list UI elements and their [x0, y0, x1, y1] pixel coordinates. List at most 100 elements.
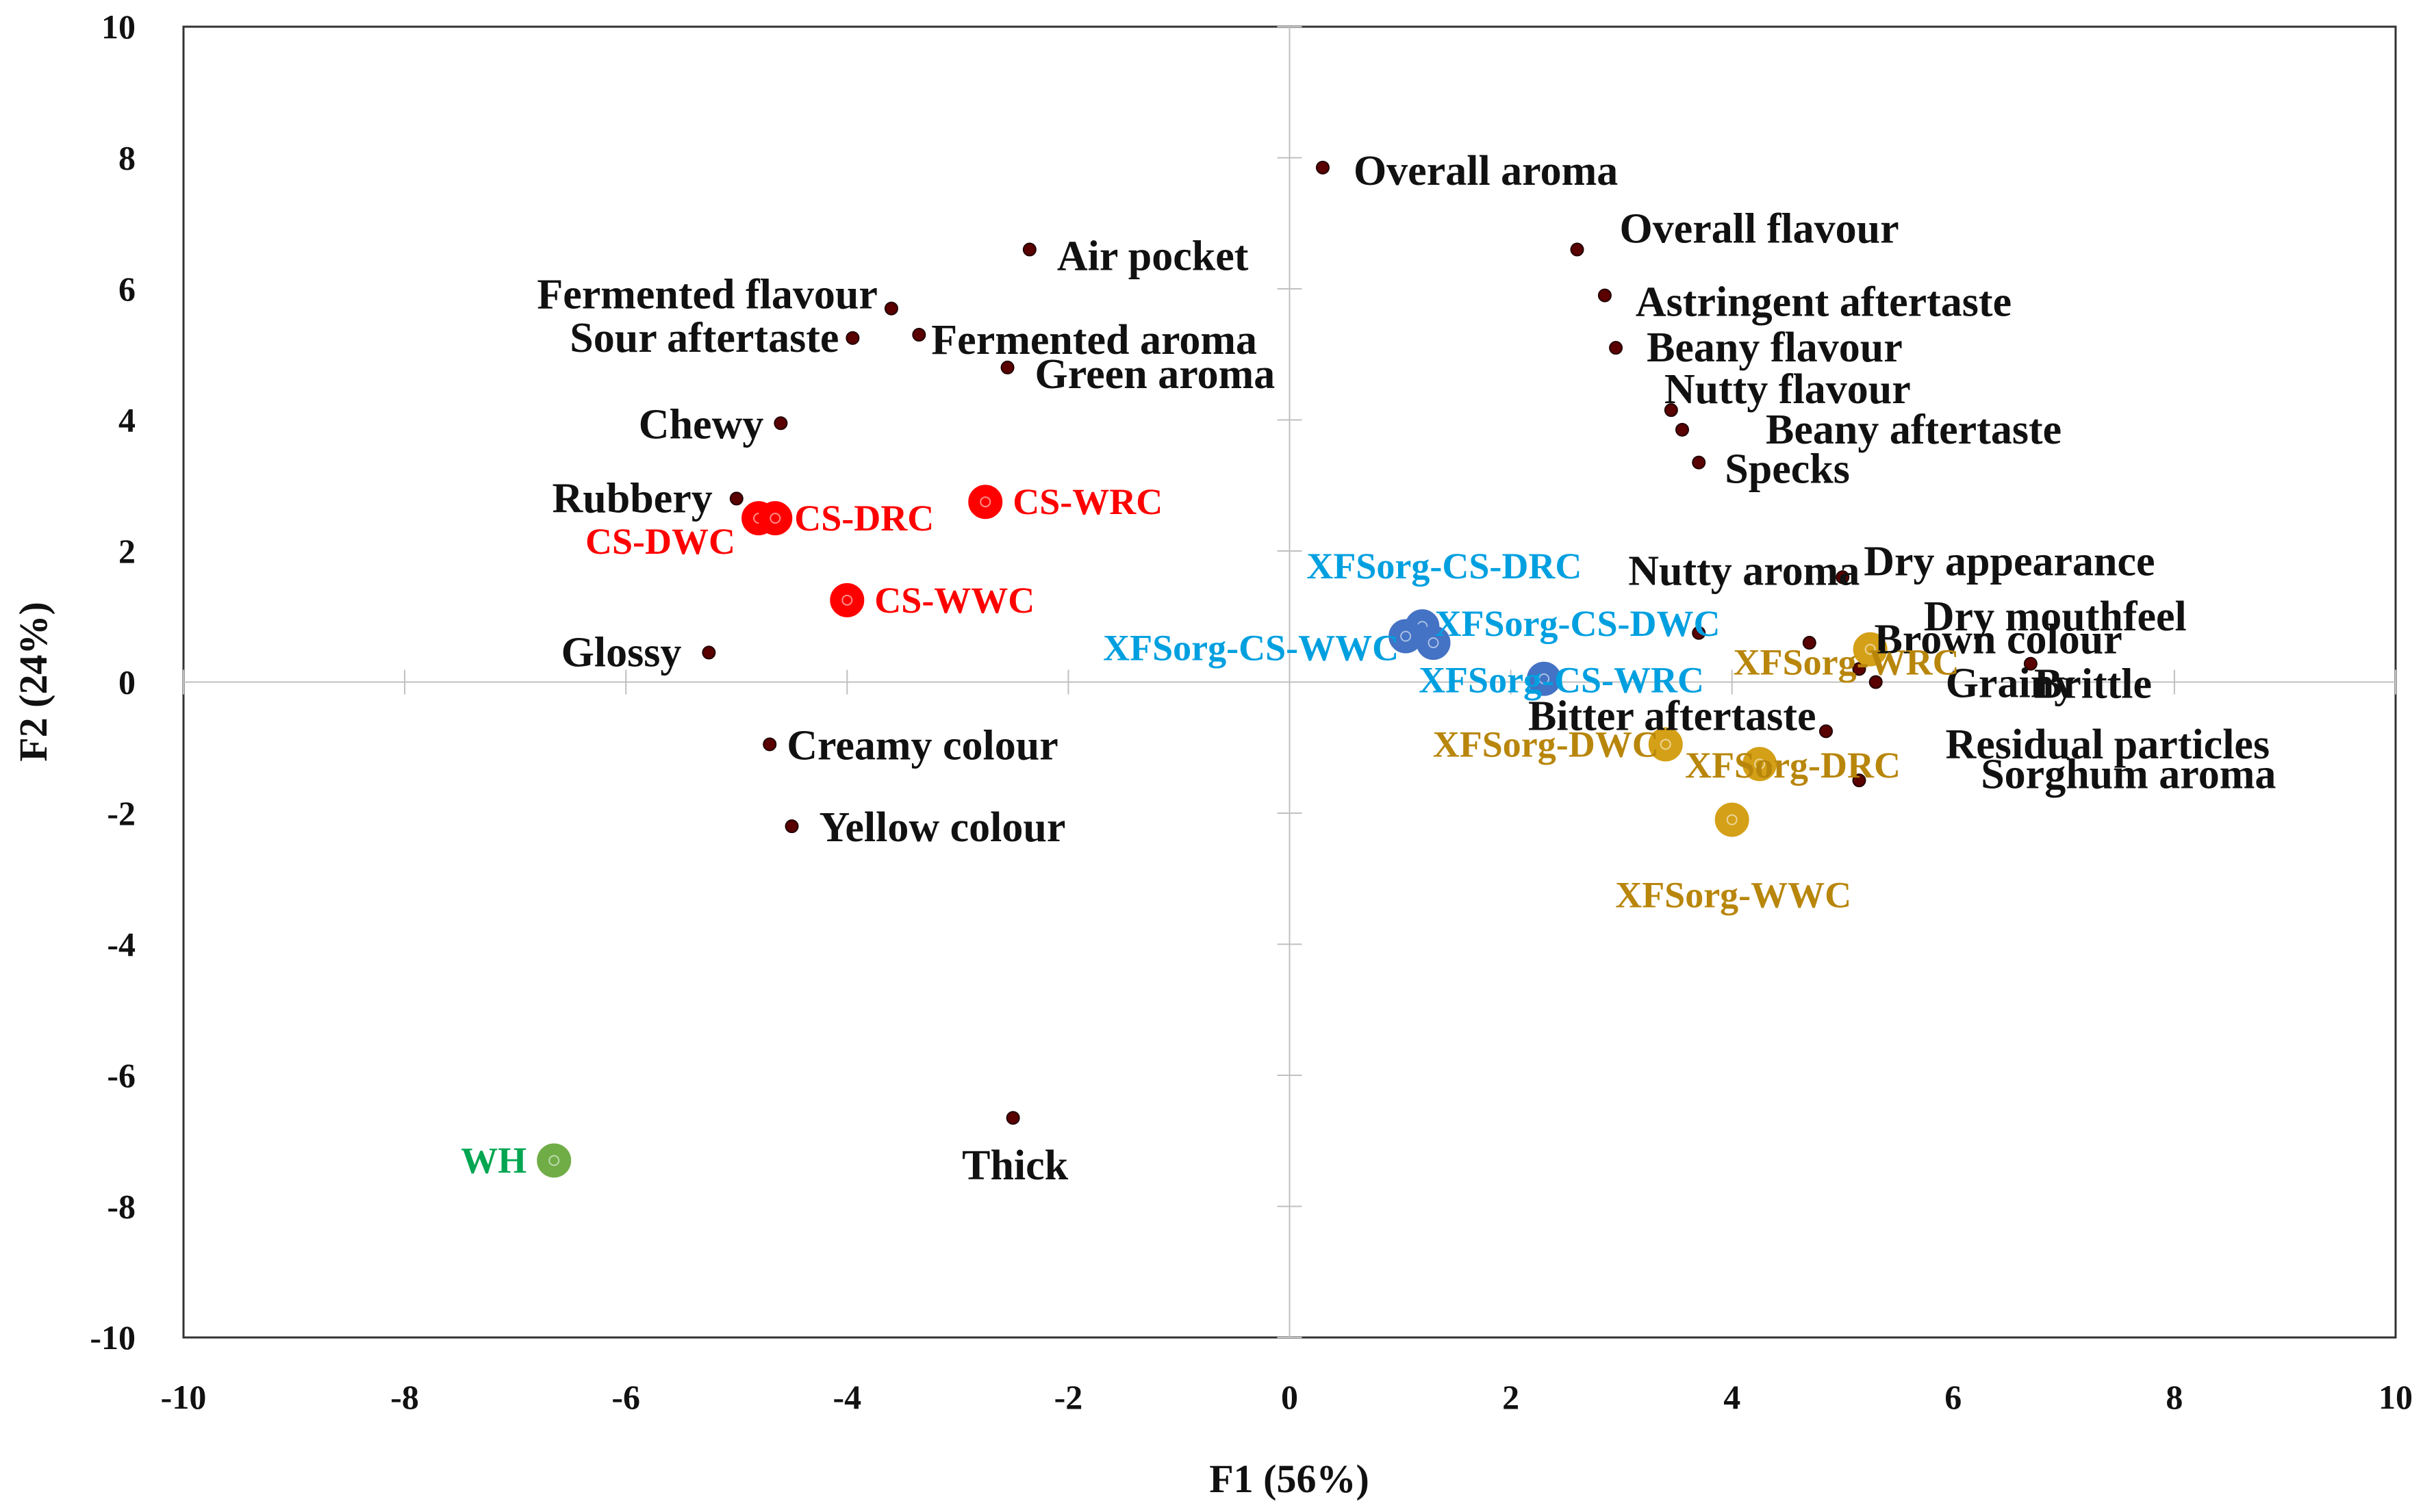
y-tick-label: 4 [118, 401, 136, 439]
point-cs-drc-center [770, 513, 781, 524]
label-cs-drc: CS-DRC [794, 498, 934, 539]
label-xfsorg-cs-wwc: XFSorg-CS-WWC [1103, 627, 1399, 668]
label-fermented-aroma: Fermented aroma [931, 317, 1257, 363]
point-overall-flavour [1570, 242, 1584, 257]
point-nutty-aroma [1692, 626, 1706, 640]
x-tick-label: 0 [1281, 1378, 1298, 1416]
point-dry-mouthfeel [1802, 636, 1816, 650]
point-xfsorg-dwc-center [1660, 739, 1671, 750]
point-yellow-colour [785, 819, 799, 834]
point-brown-colour [1852, 662, 1866, 676]
point-grainy [1868, 675, 1883, 689]
point-cs-wrc-center [980, 496, 991, 508]
label-cs-wwc: CS-WWC [874, 580, 1035, 621]
point-xfsorg-drc [1742, 747, 1777, 782]
label-brown-colour: Brown colour [1874, 616, 2122, 663]
point-xfsorg-drc-center [1754, 758, 1766, 770]
point-specks [1692, 455, 1706, 470]
x-axis-title: F1 (56%) [1209, 1457, 1369, 1501]
label-cs-wrc: CS-WRC [1013, 481, 1163, 522]
point-xfsorg-wwc-center [1726, 814, 1738, 825]
label-residual-particles: Residual particles [1945, 721, 2270, 768]
label-brittle: Brittle [2034, 661, 2152, 708]
point-wh-center [548, 1155, 560, 1166]
point-cs-wrc [968, 485, 1003, 520]
y-tick-label: -10 [90, 1318, 136, 1357]
x-tick-label: 8 [2166, 1378, 2183, 1416]
point-chewy [774, 416, 788, 431]
y-tick-label: 10 [101, 8, 136, 46]
y-tick-label: 0 [118, 663, 136, 702]
point-xfsorg-wrc-center [1864, 643, 1876, 655]
label-xfsorg-cs-wrc: XFSorg-CS-WRC [1419, 660, 1704, 701]
label-dry-appearance: Dry appearance [1864, 538, 2155, 585]
point-xfsorg-cs-wrc [1527, 661, 1562, 696]
point-bitter-aftertaste [1819, 724, 1834, 739]
label-rubbery: Rubbery [552, 475, 712, 522]
label-glossy: Glossy [561, 629, 682, 676]
point-cs-drc [758, 501, 793, 536]
label-green-aroma: Green aroma [1035, 351, 1276, 398]
label-cs-dwc: CS-DWC [585, 521, 735, 562]
point-xfsorg-cs-wwc-center [1400, 630, 1412, 642]
point-cs-wwc-center [841, 594, 853, 606]
label-xfsorg-wrc: XFSorg-WRC [1734, 642, 1959, 683]
point-nutty-flavour [1664, 403, 1678, 418]
point-cs-wwc [830, 582, 865, 617]
point-wh [537, 1143, 572, 1178]
label-specks: Specks [1725, 446, 1850, 493]
x-tick-label: -8 [390, 1378, 419, 1416]
x-tick-label: -10 [161, 1378, 207, 1416]
point-overall-aroma [1315, 160, 1330, 175]
point-rubbery [729, 491, 744, 506]
label-grainy: Grainy [1946, 661, 2075, 707]
axis-ticks: -10 -8 -6 -4 -2 0 2 4 6 8 10 -10 -8 -6 -4 -2 0 2 4 6 8 10 [90, 8, 2413, 1416]
label-beany-flavour: Beany flavour [1647, 324, 1903, 371]
x-tick-label: 6 [1944, 1378, 1962, 1416]
point-dry-appearance [1836, 570, 1850, 585]
point-xfsorg-wwc [1714, 802, 1749, 837]
x-tick-label: 4 [1723, 1378, 1740, 1416]
y-tick-label: 2 [118, 532, 136, 570]
y-tick-label: -6 [107, 1056, 136, 1094]
point-brittle [2023, 656, 2038, 671]
x-tick-label: -2 [1054, 1378, 1083, 1416]
label-dry-mouthfeel: Dry mouthfeel [1924, 593, 2187, 640]
point-beany-aftertaste [1675, 422, 1690, 437]
y-tick-label: 6 [118, 270, 136, 308]
label-overall-flavour: Overall flavour [1620, 206, 1899, 253]
label-xfsorg-cs-dwc: XFSorg-CS-DWC [1435, 603, 1721, 644]
y-tick-label: -2 [107, 794, 136, 832]
label-chewy: Chewy [639, 401, 764, 448]
y-tick-label: -8 [107, 1188, 136, 1226]
point-astringent-aftertaste [1597, 288, 1612, 303]
point-xfsorg-cs-dwc-center [1428, 637, 1439, 649]
label-sorghum-aroma: Sorghum aroma [1981, 752, 2276, 798]
label-nutty-aroma: Nutty aroma [1628, 548, 1860, 595]
y-tick-label: -4 [107, 925, 136, 964]
label-overall-aroma: Overall aroma [1354, 148, 1618, 194]
label-xfsorg-cs-drc: XFSorg-CS-DRC [1306, 546, 1582, 587]
data-points [537, 160, 2038, 1178]
point-fermented-aroma [912, 328, 926, 342]
point-fermented-flavour [884, 301, 898, 316]
point-creamy-colour [763, 737, 777, 752]
label-astringent-aftertaste: Astringent aftertaste [1636, 279, 2012, 326]
point-xfsorg-wrc [1853, 632, 1888, 667]
y-tick-label: 8 [118, 139, 136, 177]
point-sour-aftertaste [846, 331, 860, 345]
label-beany-aftertaste: Beany aftertaste [1766, 407, 2062, 453]
point-thick [1006, 1111, 1020, 1125]
data-labels: Overall aroma Air pocket Overall flavour Fe… [461, 148, 2276, 1189]
label-thick: Thick [962, 1142, 1069, 1189]
point-air-pocket [1022, 242, 1037, 257]
x-tick-label: 2 [1502, 1378, 1519, 1416]
x-tick-label: -4 [833, 1378, 861, 1416]
label-sour-aftertaste: Sour aftertaste [570, 315, 839, 361]
point-xfsorg-cs-wrc-center [1538, 673, 1550, 684]
label-bitter-aftertaste: Bitter aftertaste [1528, 693, 1816, 739]
point-green-aroma [1000, 360, 1015, 374]
x-tick-label: -6 [611, 1378, 640, 1416]
label-nutty-flavour: Nutty flavour [1664, 366, 1911, 413]
